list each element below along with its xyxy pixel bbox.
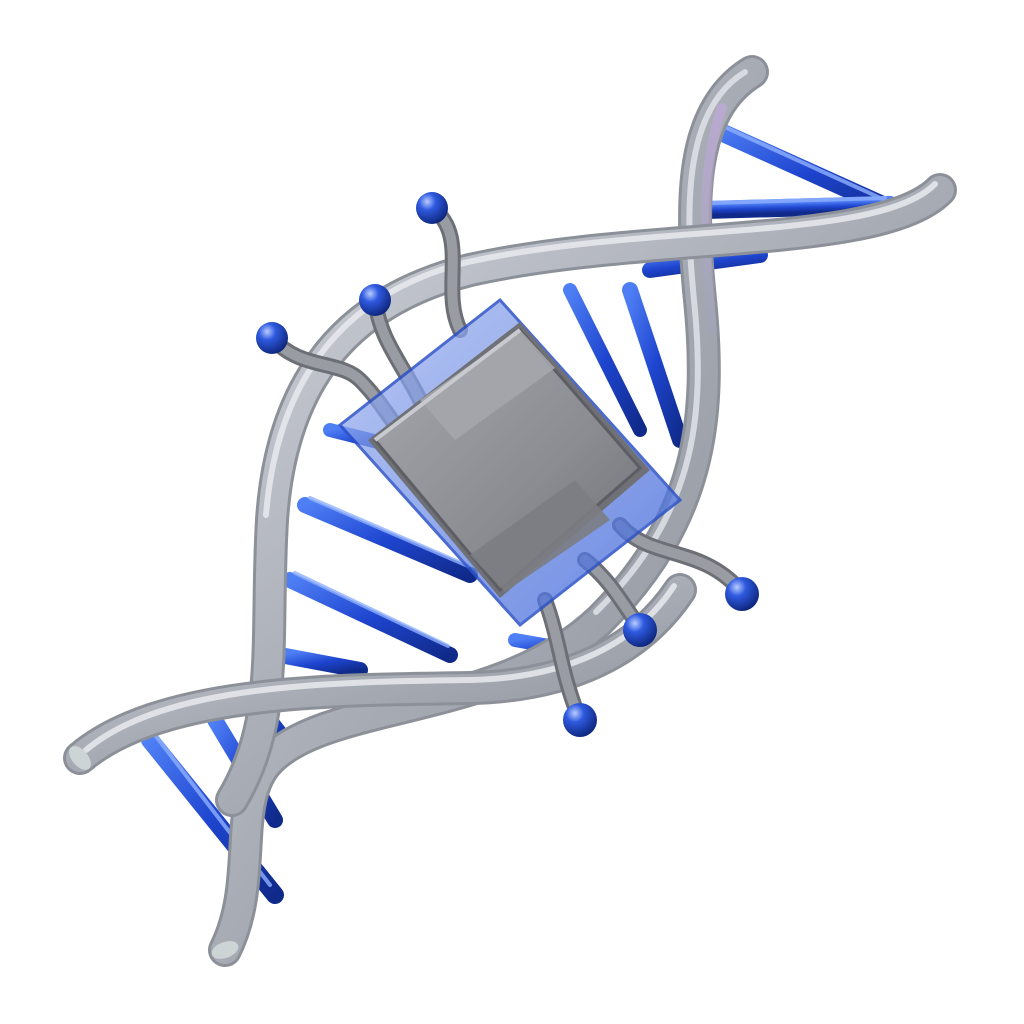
pin-ball bbox=[359, 284, 391, 316]
dna-backbone-strand-c bbox=[63, 573, 697, 775]
chip-ridge-top bbox=[420, 330, 555, 440]
backbone-end-caps bbox=[69, 746, 239, 959]
pin-ball bbox=[416, 192, 448, 224]
chip-edge-highlight bbox=[373, 328, 522, 442]
dna-backbone-strand-b bbox=[215, 173, 957, 817]
pin-ball bbox=[623, 613, 657, 647]
chip-ridge-bottom bbox=[470, 480, 610, 592]
pin-ball bbox=[725, 577, 759, 611]
pin-ball bbox=[563, 703, 597, 737]
pin-ball bbox=[256, 322, 288, 354]
chip-pin-balls bbox=[256, 192, 759, 737]
rung-highlights bbox=[153, 121, 902, 887]
microchip-icon bbox=[256, 192, 759, 737]
